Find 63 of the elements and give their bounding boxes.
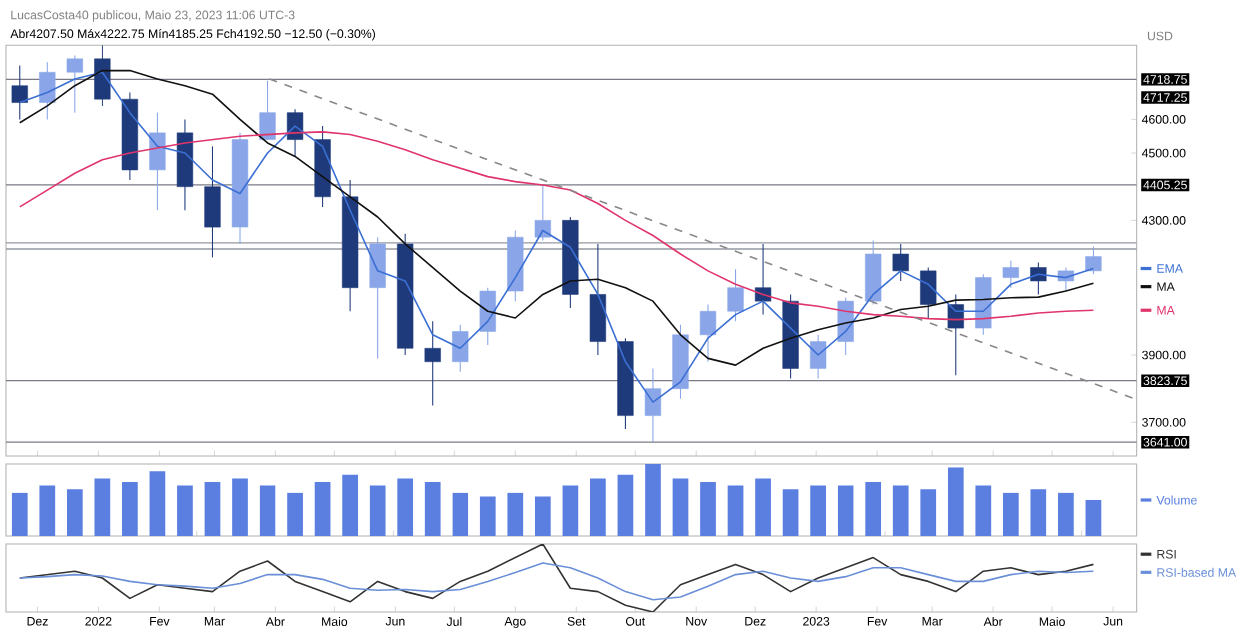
candlestick xyxy=(11,64,28,120)
bar xyxy=(479,496,496,536)
bar xyxy=(645,464,661,536)
candlestick xyxy=(452,324,469,373)
candlestick xyxy=(920,266,937,319)
candlestick xyxy=(810,334,827,380)
candlestick xyxy=(727,268,744,322)
candlestick xyxy=(1002,260,1019,289)
bar xyxy=(700,481,716,536)
bar xyxy=(1058,492,1074,536)
bar xyxy=(892,485,909,536)
candlestick xyxy=(39,61,56,120)
bar xyxy=(11,492,28,536)
bar xyxy=(39,485,56,536)
bar xyxy=(810,485,826,536)
candlestick xyxy=(865,240,882,306)
candlestick xyxy=(1030,261,1047,295)
bar xyxy=(177,485,193,536)
bar xyxy=(672,478,689,536)
candlestick xyxy=(892,243,909,282)
candlestick xyxy=(534,184,551,242)
candlestick xyxy=(424,320,441,407)
candlestick xyxy=(644,367,662,443)
bar xyxy=(94,478,111,536)
candlestick xyxy=(66,54,83,114)
bar xyxy=(507,492,524,536)
bar xyxy=(562,485,579,536)
bar xyxy=(204,481,221,536)
bar xyxy=(424,481,441,536)
bar xyxy=(617,474,634,536)
candlestick xyxy=(589,243,607,356)
bar xyxy=(149,471,166,536)
candlestick xyxy=(94,45,111,107)
candlestick xyxy=(947,293,964,376)
candlestick xyxy=(369,236,386,359)
candlestick xyxy=(149,112,166,211)
bar xyxy=(1030,489,1047,536)
candlestick xyxy=(204,145,221,258)
bar xyxy=(920,489,937,536)
candlestick xyxy=(259,80,276,141)
bar xyxy=(287,492,303,536)
bar xyxy=(534,496,551,536)
candlestick xyxy=(1085,245,1102,275)
bar xyxy=(259,485,276,536)
bar xyxy=(837,485,854,536)
bar xyxy=(865,481,882,536)
candlestick xyxy=(699,303,717,363)
bar xyxy=(755,478,771,536)
bar xyxy=(1002,492,1019,536)
bar xyxy=(122,481,138,536)
bar xyxy=(947,467,964,536)
bar xyxy=(314,481,331,536)
bar xyxy=(975,485,992,536)
bar xyxy=(397,478,414,536)
bar xyxy=(590,478,606,536)
bar xyxy=(727,485,744,536)
bar xyxy=(369,485,386,536)
bar xyxy=(1085,500,1102,536)
bar xyxy=(232,478,248,536)
bar xyxy=(66,489,83,536)
bar xyxy=(452,492,469,536)
bar xyxy=(342,474,358,536)
bar xyxy=(782,489,799,536)
